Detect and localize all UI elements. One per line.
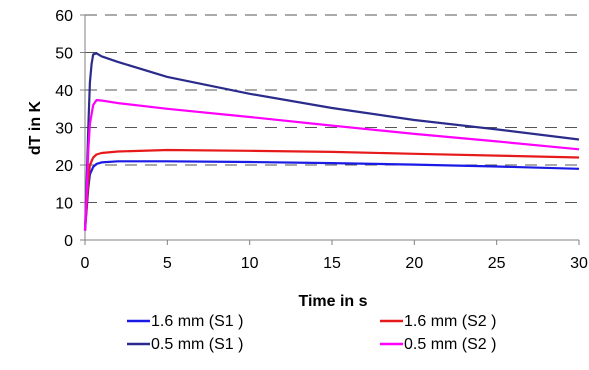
- series-lines: [83, 52, 580, 231]
- series-line: [83, 98, 580, 231]
- gridlines: [85, 14, 579, 203]
- x-tick-label: 10: [241, 255, 259, 272]
- x-tick-label: 30: [570, 255, 588, 272]
- legend: 1.6 mm (S1 ) 1.6 mm (S2 ) 0.5 mm (S1 ) 0.5 …: [127, 313, 496, 353]
- x-axis-title: Time in s: [298, 293, 367, 310]
- y-tick-label: 20: [55, 158, 73, 175]
- y-axis-title: dT in K: [27, 100, 44, 155]
- legend-label: 0.5 mm (S2 ): [404, 336, 496, 353]
- y-tick-label: 60: [55, 8, 73, 25]
- legend-label: 0.5 mm (S1 ): [151, 336, 243, 353]
- axes: 0 10 20 30 40 50 60 0 5 10 15 20 25 30: [55, 8, 588, 272]
- x-tick-label: 5: [163, 255, 172, 272]
- series-line: [83, 52, 580, 231]
- legend-label: 1.6 mm (S1 ): [151, 313, 243, 330]
- series-line: [83, 148, 580, 231]
- y-tick-label: 40: [55, 83, 73, 100]
- x-tick-label: 25: [488, 255, 506, 272]
- series-line: [83, 160, 580, 231]
- y-tick-label: 30: [55, 121, 73, 138]
- y-tick-label: 50: [55, 46, 73, 63]
- x-tick-label: 15: [323, 255, 341, 272]
- y-tick-label: 10: [55, 196, 73, 213]
- x-tick-label: 0: [81, 255, 90, 272]
- legend-label: 1.6 mm (S2 ): [404, 313, 496, 330]
- x-tick-label: 20: [405, 255, 423, 272]
- y-tick-label: 0: [64, 233, 73, 250]
